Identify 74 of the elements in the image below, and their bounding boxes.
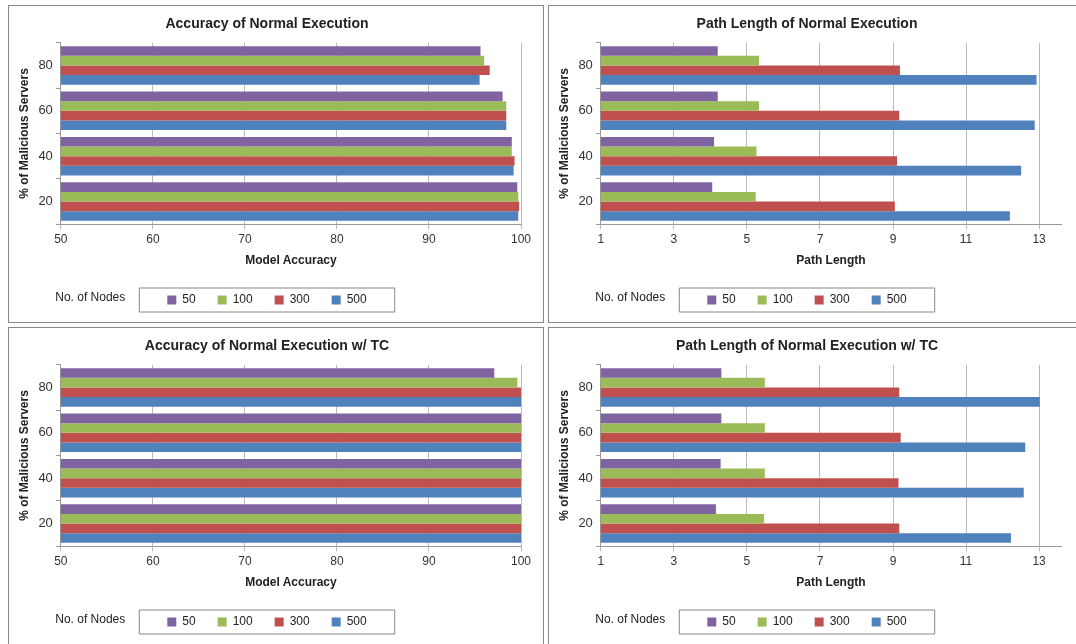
y-tick-label: 20 (578, 193, 593, 209)
x-axis-title: Model Accuracy (245, 575, 338, 590)
y-axis-title: % of Malicious Servers (556, 67, 571, 199)
y-tick-label: 60 (578, 424, 593, 440)
x-tick-label: 60 (146, 553, 160, 568)
x-tick-label: 3 (670, 553, 678, 568)
x-tick-label: 90 (422, 231, 436, 246)
legend-label: 50 (722, 614, 736, 629)
y-tick-label: 80 (38, 57, 53, 73)
legend-label: 100 (232, 292, 253, 307)
y-tick-label: 40 (578, 469, 593, 485)
x-tick-label: 13 (1032, 231, 1047, 246)
y-tick-label: 40 (38, 147, 53, 163)
legend-label: 50 (722, 292, 736, 307)
legend-label: 300 (829, 614, 851, 629)
legend-title: No. of Nodes (595, 612, 666, 627)
legend-label: 50 (182, 614, 196, 629)
y-tick-label: 60 (38, 102, 53, 118)
x-tick-label: 1 (597, 231, 605, 246)
y-tick-label: 40 (38, 469, 53, 485)
x-tick-label: 11 (959, 553, 973, 568)
y-tick-label: 60 (38, 424, 53, 440)
y-tick-label: 40 (578, 147, 593, 163)
x-tick-label: 100 (510, 231, 532, 246)
x-tick-label: 5 (743, 231, 751, 246)
y-tick-label: 80 (578, 57, 593, 73)
chart-title: Accuracy of Normal Execution (165, 15, 369, 32)
x-tick-label: 5 (743, 553, 751, 568)
legend-label: 100 (772, 292, 793, 307)
legend-label: 500 (346, 292, 368, 307)
chart-title: Path Length of Normal Execution (696, 15, 918, 32)
x-tick-label: 7 (816, 231, 824, 246)
x-tick-label: 80 (330, 231, 344, 246)
x-tick-label: 11 (959, 231, 973, 246)
legend-label: 300 (289, 292, 311, 307)
legend-label: 50 (182, 292, 196, 307)
y-axis-title: % of Malicious Servers (16, 389, 31, 521)
y-tick-label: 20 (578, 515, 593, 531)
x-tick-label: 13 (1032, 553, 1047, 568)
y-tick-label: 80 (578, 379, 593, 395)
x-tick-label: 60 (146, 231, 160, 246)
legend-label: 500 (886, 292, 908, 307)
y-tick-label: 60 (578, 102, 593, 118)
x-axis-title: Path Length (796, 575, 866, 590)
chart-title: Path Length of Normal Execution w/ TC (675, 337, 939, 354)
x-tick-label: 1 (597, 553, 605, 568)
x-axis-title: Path Length (796, 253, 866, 268)
legend-label: 300 (829, 292, 851, 307)
x-tick-label: 50 (54, 231, 68, 246)
legend-title: No. of Nodes (55, 290, 126, 305)
y-axis-title: % of Malicious Servers (556, 389, 571, 521)
x-axis-title: Model Accuracy (245, 253, 338, 268)
legend-title: No. of Nodes (595, 290, 666, 305)
legend-label: 500 (346, 614, 368, 629)
x-tick-label: 100 (510, 553, 532, 568)
legend-label: 500 (886, 614, 908, 629)
x-tick-label: 7 (816, 553, 824, 568)
x-tick-label: 9 (889, 553, 897, 568)
y-tick-label: 80 (38, 379, 53, 395)
legend-title: No. of Nodes (55, 612, 126, 627)
x-tick-label: 70 (238, 553, 252, 568)
chart-title: Accuracy of Normal Execution w/ TC (144, 337, 390, 354)
x-tick-label: 90 (422, 553, 436, 568)
y-tick-label: 20 (38, 193, 53, 209)
legend-label: 100 (232, 614, 253, 629)
y-tick-label: 20 (38, 515, 53, 531)
x-tick-label: 70 (238, 231, 252, 246)
legend-label: 100 (772, 614, 793, 629)
x-tick-label: 3 (670, 231, 678, 246)
x-tick-label: 50 (54, 553, 68, 568)
x-tick-label: 9 (889, 231, 897, 246)
x-tick-label: 80 (330, 553, 344, 568)
y-axis-title: % of Malicious Servers (16, 67, 31, 199)
legend-label: 300 (289, 614, 311, 629)
